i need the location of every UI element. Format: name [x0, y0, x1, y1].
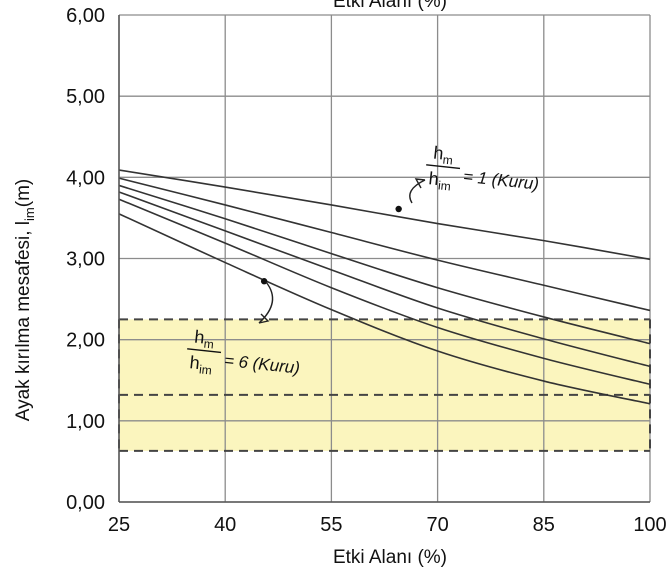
- annotation-dot: [395, 205, 402, 213]
- annotation-denominator-sub: im: [198, 362, 212, 377]
- series-line-5: [118, 198, 651, 386]
- y-tick-label: 3,00: [66, 249, 105, 271]
- y-tick-label: 5,00: [66, 86, 105, 108]
- annotation-denominator: him: [427, 168, 452, 193]
- series-line-6: [118, 213, 651, 405]
- annotation-arrow: [409, 179, 426, 204]
- y-axis-title: Ayak kırılma mesafesi, lim(m): [13, 179, 37, 421]
- series-line-4: [118, 191, 651, 368]
- x-tick-label: 100: [633, 514, 666, 536]
- annotation-numerator-sub: m: [203, 337, 214, 352]
- annotation-numerator-symbol: h: [432, 143, 444, 164]
- annotation-denominator-sub: im: [437, 178, 451, 193]
- chart-title: Etki Alanı (%): [333, 0, 447, 12]
- y-tick-label: 2,00: [66, 330, 105, 352]
- x-axis-title: Etki Alanı (%): [333, 547, 447, 568]
- y-tick-label: 6,00: [66, 5, 105, 27]
- x-tick-label: 85: [533, 514, 555, 536]
- x-tick-label: 55: [320, 514, 342, 536]
- annotation-arrowhead: [258, 313, 270, 324]
- annotation-denominator-symbol: h: [428, 168, 440, 189]
- annotation-numerator-symbol: h: [193, 327, 205, 348]
- annotation-arrowhead: [414, 178, 426, 189]
- series-line-2: [118, 177, 651, 312]
- annotation-denominator-symbol: h: [189, 352, 201, 373]
- y-tick-label: 0,00: [66, 492, 105, 514]
- series-line-3: [118, 184, 651, 345]
- annotation-fraction-bar: [187, 348, 222, 354]
- annotation-numerator-sub: m: [442, 153, 453, 168]
- series-layer: [118, 169, 651, 405]
- y-axis-title-main: Ayak kırılma mesafesi, l: [13, 221, 34, 421]
- annotation-numerator: hm: [432, 143, 454, 168]
- annotation-fraction-bar: [426, 164, 461, 170]
- annotation-denominator: him: [188, 352, 213, 377]
- y-tick-label: 1,00: [66, 411, 105, 433]
- annotation-numerator: hm: [193, 327, 215, 352]
- annotation-dot: [260, 278, 268, 285]
- y-axis-title-sub: im: [22, 207, 37, 221]
- annotation-arrow: [258, 281, 274, 324]
- y-tick-label: 4,00: [66, 167, 105, 189]
- x-tick-label: 40: [214, 514, 236, 536]
- series-line-1: [118, 169, 651, 261]
- y-axis-title-unit: (m): [13, 179, 34, 207]
- axis-layer: 0,00 1,00 2,00 3,00 4,00 5,00 6,00 25 40 55 70 85 10…: [66, 5, 667, 536]
- x-tick-label: 25: [108, 514, 130, 536]
- x-tick-label: 70: [426, 514, 448, 536]
